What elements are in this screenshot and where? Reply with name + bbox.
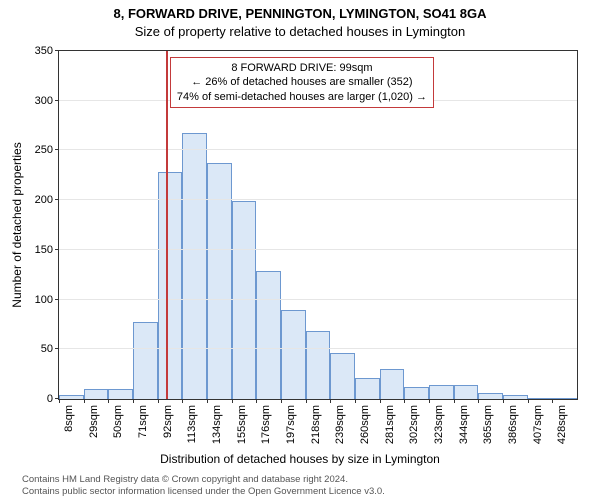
- gridline: [59, 299, 577, 300]
- histogram-bar: [330, 353, 355, 399]
- histogram-bar: [232, 201, 257, 399]
- xtick-mark: [281, 399, 282, 403]
- chart-container: 8, FORWARD DRIVE, PENNINGTON, LYMINGTON,…: [0, 0, 600, 500]
- xtick-mark: [355, 399, 356, 403]
- xtick-mark: [552, 399, 553, 403]
- xtick-label: 344sqm: [458, 405, 470, 444]
- xtick-mark: [306, 399, 307, 403]
- xtick-label: 155sqm: [236, 405, 248, 444]
- xtick-label: 29sqm: [88, 405, 100, 438]
- y-axis-label: Number of detached properties: [10, 142, 24, 307]
- xtick-label: 407sqm: [532, 405, 544, 444]
- xtick-label: 71sqm: [137, 405, 149, 438]
- xtick-label: 50sqm: [112, 405, 124, 438]
- annotation-line: 74% of semi-detached houses are larger (…: [177, 90, 427, 104]
- histogram-bar: [59, 395, 84, 399]
- page-title-line2: Size of property relative to detached ho…: [0, 24, 600, 39]
- xtick-mark: [429, 399, 430, 403]
- gridline: [59, 249, 577, 250]
- xtick-mark: [478, 399, 479, 403]
- xtick-mark: [59, 399, 60, 403]
- xtick-label: 218sqm: [310, 405, 322, 444]
- xtick-mark: [454, 399, 455, 403]
- histogram-bar: [454, 385, 479, 399]
- xtick-mark: [232, 399, 233, 403]
- ytick-label: 350: [35, 45, 53, 57]
- xtick-mark: [133, 399, 134, 403]
- ytick-mark: [55, 50, 59, 51]
- histogram-bar: [108, 389, 133, 399]
- xtick-mark: [380, 399, 381, 403]
- xtick-mark: [404, 399, 405, 403]
- xtick-label: 92sqm: [162, 405, 174, 438]
- page-title-line1: 8, FORWARD DRIVE, PENNINGTON, LYMINGTON,…: [0, 6, 600, 21]
- ytick-label: 300: [35, 95, 53, 107]
- histogram-bar: [256, 271, 281, 399]
- histogram-bar: [281, 310, 306, 399]
- ytick-mark: [55, 299, 59, 300]
- ytick-mark: [55, 249, 59, 250]
- xtick-label: 8sqm: [63, 405, 75, 432]
- histogram-bar: [84, 389, 109, 399]
- histogram-bar: [503, 395, 528, 399]
- xtick-label: 428sqm: [556, 405, 568, 444]
- xtick-label: 197sqm: [285, 405, 297, 444]
- xtick-mark: [84, 399, 85, 403]
- annotation-box: 8 FORWARD DRIVE: 99sqm← 26% of detached …: [170, 57, 434, 108]
- xtick-label: 281sqm: [384, 405, 396, 444]
- histogram-bar: [133, 322, 158, 399]
- footer-attribution: Contains HM Land Registry data © Crown c…: [22, 474, 385, 498]
- histogram-bar: [552, 398, 577, 399]
- histogram-bar: [306, 331, 331, 399]
- ytick-mark: [55, 100, 59, 101]
- histogram-bar: [478, 393, 503, 399]
- xtick-mark: [207, 399, 208, 403]
- histogram-bar: [528, 398, 553, 399]
- xtick-label: 386sqm: [507, 405, 519, 444]
- ytick-label: 50: [41, 343, 53, 355]
- xtick-label: 239sqm: [334, 405, 346, 444]
- xtick-label: 302sqm: [408, 405, 420, 444]
- xtick-label: 365sqm: [482, 405, 494, 444]
- xtick-mark: [528, 399, 529, 403]
- xtick-mark: [330, 399, 331, 403]
- footer-line: Contains HM Land Registry data © Crown c…: [22, 474, 385, 486]
- ytick-label: 150: [35, 244, 53, 256]
- xtick-label: 323sqm: [433, 405, 445, 444]
- gridline: [59, 199, 577, 200]
- xtick-mark: [182, 399, 183, 403]
- x-axis-label: Distribution of detached houses by size …: [0, 452, 600, 466]
- ytick-label: 200: [35, 194, 53, 206]
- histogram-bar: [355, 378, 380, 399]
- xtick-label: 260sqm: [359, 405, 371, 444]
- annotation-line: 8 FORWARD DRIVE: 99sqm: [177, 61, 427, 75]
- ytick-label: 100: [35, 294, 53, 306]
- ytick-mark: [55, 149, 59, 150]
- marker-line: [166, 51, 168, 399]
- ytick-label: 0: [47, 393, 53, 405]
- xtick-mark: [108, 399, 109, 403]
- footer-line: Contains public sector information licen…: [22, 486, 385, 498]
- histogram-bar: [429, 385, 454, 399]
- gridline: [59, 348, 577, 349]
- annotation-line: ← 26% of detached houses are smaller (35…: [177, 75, 427, 89]
- histogram-bar: [158, 172, 183, 399]
- histogram-bar: [404, 387, 429, 399]
- xtick-label: 113sqm: [186, 405, 198, 443]
- histogram-bar: [182, 133, 207, 399]
- histogram-bar: [380, 369, 405, 399]
- ytick-label: 250: [35, 144, 53, 156]
- xtick-label: 134sqm: [211, 405, 223, 444]
- ytick-mark: [55, 348, 59, 349]
- xtick-mark: [158, 399, 159, 403]
- gridline: [59, 149, 577, 150]
- ytick-mark: [55, 199, 59, 200]
- xtick-mark: [256, 399, 257, 403]
- plot-area: 0501001502002503003508sqm29sqm50sqm71sqm…: [58, 50, 578, 400]
- xtick-mark: [503, 399, 504, 403]
- xtick-label: 176sqm: [260, 405, 272, 444]
